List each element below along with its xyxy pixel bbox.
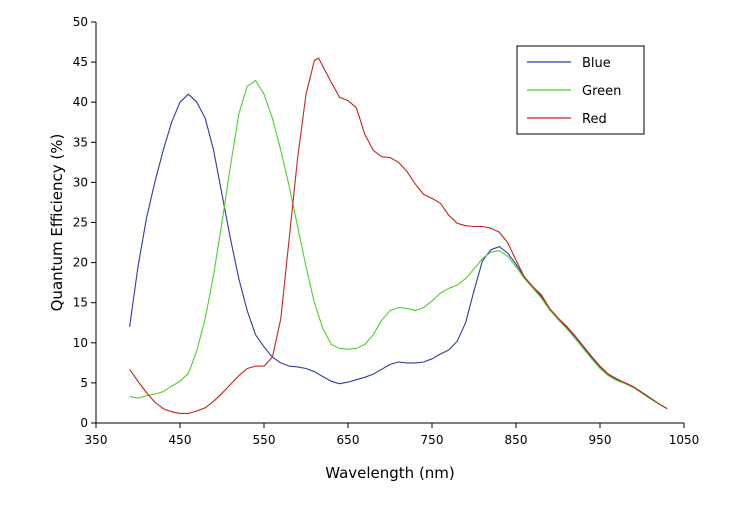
x-axis: 350 450 550 650 750 850 950 1050 bbox=[85, 422, 700, 447]
y-tick-label: 35 bbox=[73, 135, 88, 149]
series-line-green bbox=[129, 79, 668, 410]
x-tick-label: 350 bbox=[85, 433, 108, 447]
x-tick-label: 550 bbox=[253, 433, 276, 447]
x-tick-label: 650 bbox=[337, 433, 360, 447]
y-tick-label: 20 bbox=[73, 256, 88, 270]
y-tick-label: 25 bbox=[73, 216, 88, 230]
y-tick-label: 0 bbox=[80, 416, 88, 430]
y-tick-label: 40 bbox=[73, 95, 88, 109]
y-tick-label: 30 bbox=[73, 175, 88, 189]
y-tick-label: 5 bbox=[80, 376, 88, 390]
x-tick-label: 850 bbox=[505, 433, 528, 447]
y-tick-label: 15 bbox=[73, 296, 88, 310]
x-tick-label: 1050 bbox=[669, 433, 700, 447]
x-axis-title: Wavelength (nm) bbox=[325, 464, 455, 482]
series-line-blue bbox=[129, 93, 668, 410]
y-tick-label: 10 bbox=[73, 336, 88, 350]
y-axis: 0 5 10 15 20 25 30 35 40 45 50 bbox=[73, 15, 97, 430]
x-tick-label: 950 bbox=[589, 433, 612, 447]
legend-label-red: Red bbox=[582, 112, 607, 127]
x-tick-label: 450 bbox=[169, 433, 192, 447]
legend-label-blue: Blue bbox=[582, 56, 611, 71]
legend-label-green: Green bbox=[582, 84, 621, 99]
y-tick-label: 50 bbox=[73, 15, 88, 29]
series-layer bbox=[129, 57, 668, 414]
x-tick-label: 750 bbox=[421, 433, 444, 447]
y-axis-title: Quantum Efficiency (%) bbox=[48, 134, 66, 312]
series-line-red bbox=[129, 57, 668, 414]
legend: Blue Green Red bbox=[516, 45, 645, 135]
y-tick-label: 45 bbox=[73, 55, 88, 69]
